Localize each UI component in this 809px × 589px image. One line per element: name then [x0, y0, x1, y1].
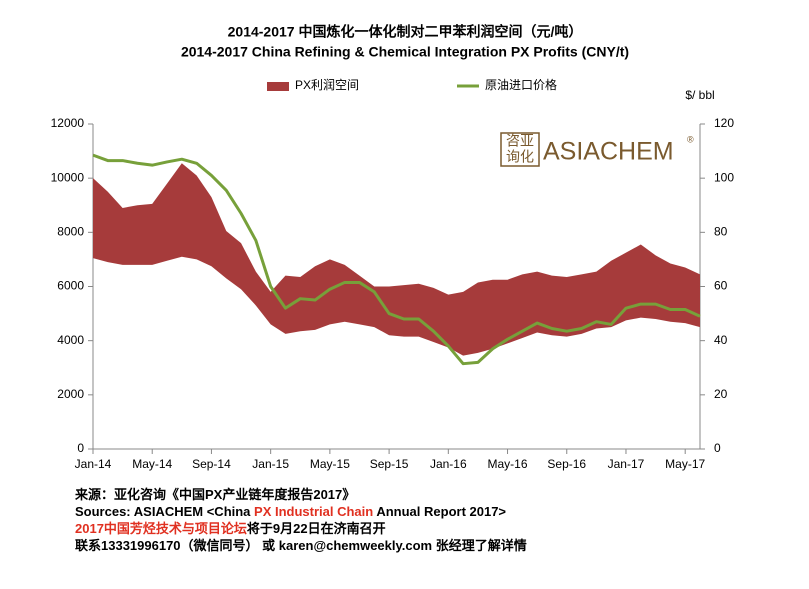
- x-tick-label: Jan-14: [75, 457, 112, 471]
- y-tick-label: 2000: [57, 387, 84, 401]
- logo-text: ASIACHEM: [543, 138, 674, 166]
- x-tick-label: Sep-16: [547, 457, 586, 471]
- footer-text: 来源：亚化咨询《中国PX产业链年度报告2017》: [74, 487, 355, 502]
- x-tick-label: Jan-17: [608, 457, 645, 471]
- x-tick-label: Jan-16: [430, 457, 467, 471]
- footer-line: 2017中国芳烃技术与项目论坛将于9月22日在济南召开: [75, 521, 386, 536]
- footer-text: Sources: ASIACHEM <China: [75, 504, 254, 519]
- y-tick-label: 4000: [57, 333, 84, 347]
- footer-text: 将于9月22日在济南召开: [247, 521, 386, 536]
- chart-title: 2014-2017 中国炼化一体化制对二甲苯利润空间（元/吨）: [228, 24, 583, 40]
- legend-label: 原油进口价格: [485, 77, 557, 92]
- footer-text: 2017中国芳烃技术与项目论坛: [75, 521, 247, 536]
- x-tick-label: Jan-15: [252, 457, 289, 471]
- logo-cn-bottom: 询化: [506, 149, 534, 165]
- y2-tick-label: 60: [714, 279, 728, 293]
- logo-cn-top: 咨亚: [506, 133, 534, 149]
- y2-tick-label: 120: [714, 116, 734, 130]
- y2-tick-label: 100: [714, 170, 734, 184]
- y-tick-label: 0: [77, 441, 84, 455]
- y2-tick-label: 0: [714, 441, 721, 455]
- y2-tick-label: 80: [714, 225, 728, 239]
- y2-tick-label: 20: [714, 387, 728, 401]
- y-tick-label: 8000: [57, 225, 84, 239]
- footer-text: Annual Report 2017>: [373, 504, 506, 519]
- footer-line: 来源：亚化咨询《中国PX产业链年度报告2017》: [74, 487, 355, 502]
- x-tick-label: May-14: [132, 457, 172, 471]
- x-tick-label: Sep-14: [192, 457, 231, 471]
- footer-text: PX Industrial Chain: [254, 504, 373, 519]
- profit-range-area: [93, 163, 700, 356]
- crude-price-line: [92, 153, 701, 366]
- y2-tick-label: 40: [714, 333, 728, 347]
- legend-swatch: [267, 82, 289, 91]
- y-tick-label: 10000: [51, 170, 85, 184]
- legend-label: PX利润空间: [295, 78, 359, 92]
- y-tick-label: 6000: [57, 279, 84, 293]
- y2-axis-label: $/ bbl: [685, 88, 714, 102]
- x-tick-label: May-17: [665, 457, 705, 471]
- footer-line: Sources: ASIACHEM <China PX Industrial C…: [75, 504, 506, 519]
- x-tick-label: Sep-15: [370, 457, 409, 471]
- logo-box: [500, 132, 540, 167]
- footer-line: 联系13331996170（微信同号） 或 karen@chemweekly.c…: [75, 538, 527, 553]
- x-tick-label: May-16: [488, 457, 528, 471]
- y-tick-label: 12000: [51, 116, 85, 130]
- footer-text: 联系13331996170（微信同号） 或 karen@chemweekly.c…: [75, 538, 527, 553]
- x-tick-label: May-15: [310, 457, 350, 471]
- chart-subtitle: 2014-2017 China Refining & Chemical Inte…: [181, 44, 629, 60]
- logo-mark: ®: [687, 134, 694, 144]
